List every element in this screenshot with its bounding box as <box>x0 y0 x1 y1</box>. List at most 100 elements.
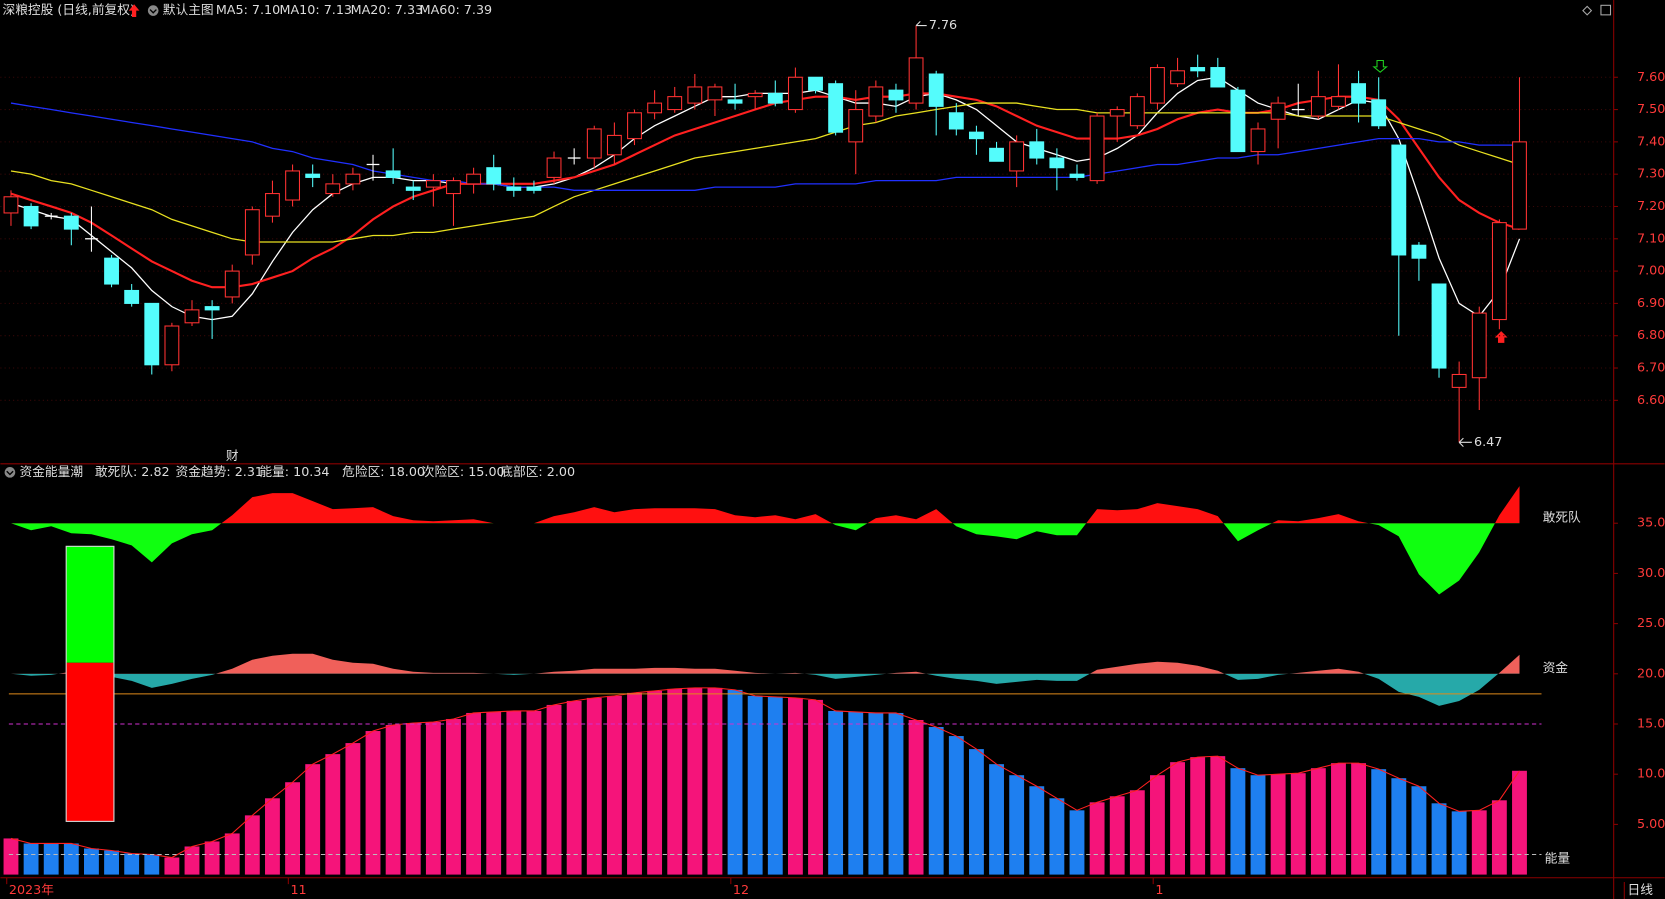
candle-body <box>546 157 562 178</box>
max-pointer <box>915 20 927 27</box>
candle-body <box>144 302 160 366</box>
energy-bar <box>1250 775 1266 875</box>
candle-body <box>1391 144 1407 256</box>
candle-body <box>1129 96 1145 127</box>
energy-bar <box>1310 768 1326 875</box>
y-tick-label: 7.00 <box>1637 264 1665 279</box>
event-label: 财 <box>226 449 239 464</box>
ma-line <box>10 76 1521 321</box>
max-label: 7.76 <box>929 18 957 33</box>
energy-bar <box>144 854 160 875</box>
ma-line <box>10 92 1520 289</box>
icon[interactable] <box>1582 5 1593 16</box>
legend-entry: 危险区: 18.00 <box>342 465 425 480</box>
candle-body <box>1331 96 1346 107</box>
signal-box-upper <box>66 546 114 663</box>
area-positive <box>10 486 1520 524</box>
energy-bar <box>1109 796 1125 875</box>
candle-body <box>989 147 1004 162</box>
candle-body <box>104 257 119 285</box>
energy-bar <box>1431 803 1447 875</box>
y-tick-label: 10.00 <box>1637 767 1665 782</box>
candle-body <box>1512 141 1527 230</box>
energy-bar <box>727 689 743 875</box>
energy-bar <box>23 843 39 875</box>
chart-title: 深粮控股 (日线,前复权) <box>2 2 134 18</box>
energy-bar <box>124 853 140 875</box>
icon[interactable] <box>1600 4 1612 16</box>
candle-body <box>787 76 803 111</box>
candle-body <box>727 99 743 104</box>
energy-bar <box>808 699 823 875</box>
candle-body <box>1371 99 1387 127</box>
legend-entry: 敢死队: 2.82 <box>95 465 170 480</box>
candle-body <box>707 86 723 101</box>
energy-bar <box>325 754 341 875</box>
candle-body <box>1009 141 1025 172</box>
candle-body <box>425 180 441 188</box>
candle-body <box>767 92 783 104</box>
area-negative <box>10 523 1496 595</box>
energy-bar <box>1411 786 1427 875</box>
y-tick-label: 25.00 <box>1637 616 1665 631</box>
energy-bar <box>84 848 99 875</box>
energy-bar <box>1069 810 1085 875</box>
legend-entry: 资金趋势: 2.31 <box>175 464 263 480</box>
energy-bar <box>1512 770 1527 875</box>
candle-body <box>1150 67 1165 104</box>
energy-bar <box>1009 775 1025 875</box>
area-negative <box>11 673 1499 706</box>
energy-bar <box>1471 810 1487 875</box>
energy-bar <box>104 850 119 875</box>
series-label: 能量 <box>1545 851 1571 866</box>
energy-bar <box>1029 786 1045 875</box>
candle-body <box>868 86 884 117</box>
candle-body <box>184 309 200 324</box>
legend-entry: MA5: 7.10 <box>216 3 280 18</box>
legend-entry: MA20: 7.33 <box>351 3 424 18</box>
legend-entry: MA60: 7.39 <box>420 3 493 18</box>
energy-bar <box>3 838 19 875</box>
candle-body <box>908 57 924 104</box>
candle-body <box>1451 373 1467 388</box>
energy-bar <box>425 721 441 875</box>
icon <box>149 9 157 14</box>
candle-body <box>164 325 180 366</box>
icon[interactable] <box>4 467 16 478</box>
energy-bar <box>928 727 944 875</box>
energy-bar <box>43 843 59 875</box>
energy-bar <box>1351 763 1367 875</box>
indicator-title: 资金能量潮 <box>19 464 83 480</box>
ma-line <box>10 102 1520 243</box>
energy-bar <box>1270 774 1286 875</box>
y-tick-label: 6.60 <box>1637 393 1665 408</box>
candle-body <box>888 89 904 101</box>
candle-body <box>305 173 321 178</box>
energy-bar <box>1150 775 1165 875</box>
y-tick-label: 7.30 <box>1637 167 1665 182</box>
legend-entry: MA10: 7.13 <box>280 3 353 18</box>
candle-body <box>1230 89 1246 153</box>
min-label: 6.47 <box>1474 435 1502 450</box>
energy-bar <box>647 690 663 875</box>
y-tick-label: 7.20 <box>1637 199 1665 214</box>
candle-body <box>1069 173 1085 178</box>
energy-bar <box>767 696 783 875</box>
subtitle[interactable]: 默认主图 <box>163 2 214 18</box>
y-tick-label: 35.00 <box>1637 516 1665 531</box>
candle-body <box>687 86 703 104</box>
period-label[interactable]: 日线 <box>1627 883 1653 898</box>
icon[interactable] <box>147 5 159 16</box>
legend-entry: 能量: 10.34 <box>259 465 329 480</box>
signal-box-lower <box>66 662 114 822</box>
candle-body <box>446 180 461 195</box>
energy-bar <box>586 697 602 875</box>
candle-body <box>647 102 663 114</box>
candle-body <box>1190 67 1206 72</box>
energy-bar <box>405 722 421 875</box>
candle-body <box>1089 115 1105 182</box>
y-tick-label: 7.10 <box>1637 231 1665 246</box>
icon <box>6 470 14 476</box>
energy-bar <box>1170 762 1185 875</box>
